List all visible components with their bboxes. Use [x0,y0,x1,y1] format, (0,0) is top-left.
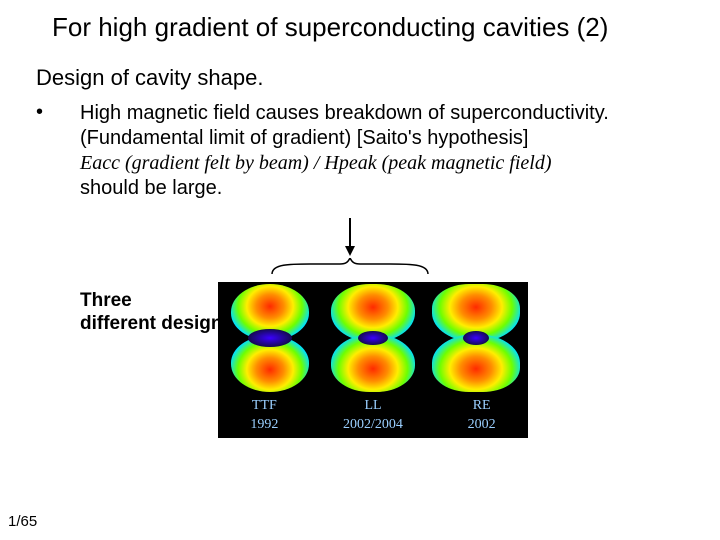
cavity-row [218,282,528,394]
bullet-line2: (Fundamental limit of gradient) [Saito's… [80,127,528,149]
figure-col-ttf: TTF 1992 [250,397,278,435]
cavity-re [430,286,522,390]
figure-col-year: 1992 [250,416,278,435]
bullet-line4: should be large. [80,177,222,199]
bullet-line3a: Eacc ( [80,152,132,174]
slide-subtitle: Design of cavity shape. [0,65,720,91]
slide-title: For high gradient of superconducting cav… [0,12,720,43]
curly-brace-icon [270,258,430,276]
figure-col-name: LL [343,397,403,416]
bullet-line3b: gradient felt by beam [132,152,303,174]
figure-col-year: 2002 [468,416,496,435]
bullet-line1: High magnetic field causes breakdown of … [80,102,609,124]
figure-col-name: RE [468,397,496,416]
cavity-ll [327,286,419,390]
bullet-text: High magnetic field causes breakdown of … [80,101,609,201]
cavity-figure: TTF 1992 LL 2002/2004 RE 2002 [218,282,528,438]
figure-col-ll: LL 2002/2004 [343,397,403,435]
figure-col-name: TTF [250,397,278,416]
down-arrow-icon [345,218,355,256]
bullet-line3c: ) / Hpeak (peak magnetic field) [302,152,551,174]
designs-label: Three different designs [80,290,233,336]
cavity-ttf [224,286,316,390]
figure-col-re: RE 2002 [468,397,496,435]
designs-label-line1: Three [80,290,132,311]
figure-labels: TTF 1992 LL 2002/2004 RE 2002 [218,394,528,438]
page-number: 1/65 [8,513,37,530]
figure-col-year: 2002/2004 [343,416,403,435]
bullet-marker: • [36,101,80,124]
designs-label-line2: different designs [80,313,233,334]
bullet-item: • High magnetic field causes breakdown o… [0,101,720,201]
